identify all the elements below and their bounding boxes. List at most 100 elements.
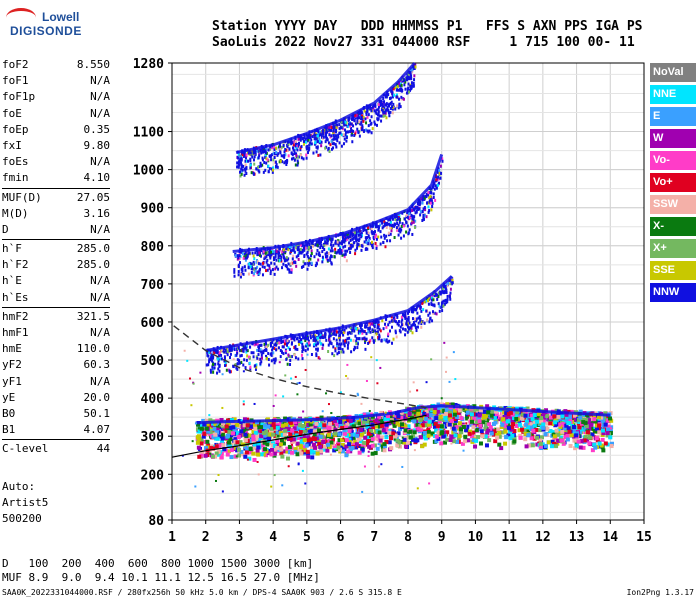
echo-point bbox=[281, 441, 286, 446]
echo-point bbox=[601, 448, 606, 453]
echo-point bbox=[282, 143, 285, 147]
echo-point bbox=[365, 247, 368, 251]
echo-point bbox=[315, 262, 318, 266]
echo-point bbox=[342, 447, 347, 452]
echo-point bbox=[572, 413, 577, 418]
echo-point bbox=[310, 455, 315, 460]
echo-point bbox=[372, 322, 375, 326]
echo-point bbox=[560, 438, 565, 443]
echo-point bbox=[243, 438, 248, 443]
echo-point bbox=[319, 153, 322, 157]
echo-point bbox=[358, 237, 361, 241]
echo-point bbox=[393, 318, 396, 322]
echo-point bbox=[418, 315, 421, 319]
echo-point bbox=[275, 445, 280, 450]
echo-point bbox=[268, 266, 271, 270]
echo-point bbox=[305, 337, 308, 341]
echo-point bbox=[294, 356, 297, 360]
echo-point bbox=[478, 441, 483, 446]
echo-point bbox=[351, 133, 354, 137]
echo-point bbox=[438, 304, 441, 308]
echo-point bbox=[344, 444, 349, 449]
echo-point bbox=[382, 240, 385, 244]
echo-point bbox=[252, 457, 257, 462]
echo-point bbox=[274, 160, 277, 164]
echo-point bbox=[236, 351, 239, 355]
echo-point bbox=[230, 348, 233, 352]
echo-point bbox=[272, 346, 275, 350]
echo-point bbox=[253, 426, 258, 431]
echo-point bbox=[320, 331, 323, 335]
echo-point bbox=[312, 432, 317, 437]
echo-point bbox=[329, 434, 334, 439]
echo-point bbox=[299, 426, 304, 431]
echo-point bbox=[413, 208, 416, 212]
echo-point bbox=[335, 251, 338, 255]
echo-point bbox=[450, 402, 455, 407]
echo-point bbox=[213, 351, 216, 355]
echo-point bbox=[346, 249, 349, 253]
echo-point bbox=[593, 445, 598, 450]
echo-point bbox=[247, 272, 250, 276]
echo-point bbox=[432, 183, 435, 187]
echo-point bbox=[289, 363, 292, 367]
echo-point bbox=[321, 440, 326, 445]
echo-point bbox=[306, 250, 309, 254]
echo-point bbox=[351, 234, 354, 238]
echo-point bbox=[367, 226, 370, 230]
echo-point bbox=[442, 286, 445, 290]
echo-point bbox=[574, 431, 579, 436]
echo-point bbox=[295, 144, 298, 148]
echo-point bbox=[426, 429, 431, 434]
echo-point bbox=[250, 153, 253, 157]
echo-point bbox=[234, 354, 237, 358]
echo-point bbox=[231, 431, 236, 436]
echo-point bbox=[355, 231, 358, 235]
echo-point bbox=[569, 433, 574, 438]
echo-point bbox=[388, 320, 391, 324]
echo-point bbox=[535, 442, 540, 447]
echo-point bbox=[393, 319, 396, 323]
echo-point bbox=[380, 114, 383, 118]
echo-point bbox=[230, 421, 235, 426]
echo-point bbox=[298, 251, 301, 255]
echo-point bbox=[535, 435, 540, 440]
echo-point bbox=[346, 346, 349, 350]
echo-point bbox=[323, 444, 328, 449]
echo-point bbox=[504, 411, 509, 416]
echo-point bbox=[357, 329, 360, 333]
echo-point bbox=[240, 250, 243, 254]
echo-point bbox=[215, 430, 220, 435]
echo-point bbox=[264, 153, 267, 157]
echo-point bbox=[424, 409, 429, 414]
echo-point bbox=[279, 451, 284, 456]
echo-point bbox=[333, 354, 336, 358]
echo-point bbox=[375, 108, 378, 112]
echo-point bbox=[330, 240, 333, 244]
echo-point bbox=[512, 429, 517, 434]
echo-point bbox=[346, 337, 349, 341]
y-tick-label: 500 bbox=[141, 354, 165, 369]
echo-point bbox=[286, 143, 289, 147]
echo-point bbox=[351, 244, 354, 248]
echo-point bbox=[290, 428, 295, 433]
param-value: N/A bbox=[90, 326, 110, 339]
echo-point bbox=[426, 318, 429, 322]
echo-point bbox=[338, 123, 341, 127]
echo-point bbox=[453, 433, 458, 438]
echo-point bbox=[207, 450, 212, 455]
echo-point bbox=[332, 332, 335, 336]
echo-point bbox=[275, 348, 278, 352]
echo-point bbox=[532, 419, 537, 424]
echo-point bbox=[339, 330, 342, 334]
echo-point bbox=[309, 257, 312, 261]
echo-point bbox=[312, 332, 315, 336]
echo-point bbox=[339, 241, 342, 245]
echo-point bbox=[421, 301, 424, 305]
echo-point bbox=[372, 339, 375, 343]
echo-point bbox=[343, 233, 346, 237]
echo-point bbox=[235, 422, 240, 427]
echo-point bbox=[268, 167, 271, 171]
echo-point bbox=[367, 444, 372, 449]
echo-point bbox=[244, 344, 247, 348]
